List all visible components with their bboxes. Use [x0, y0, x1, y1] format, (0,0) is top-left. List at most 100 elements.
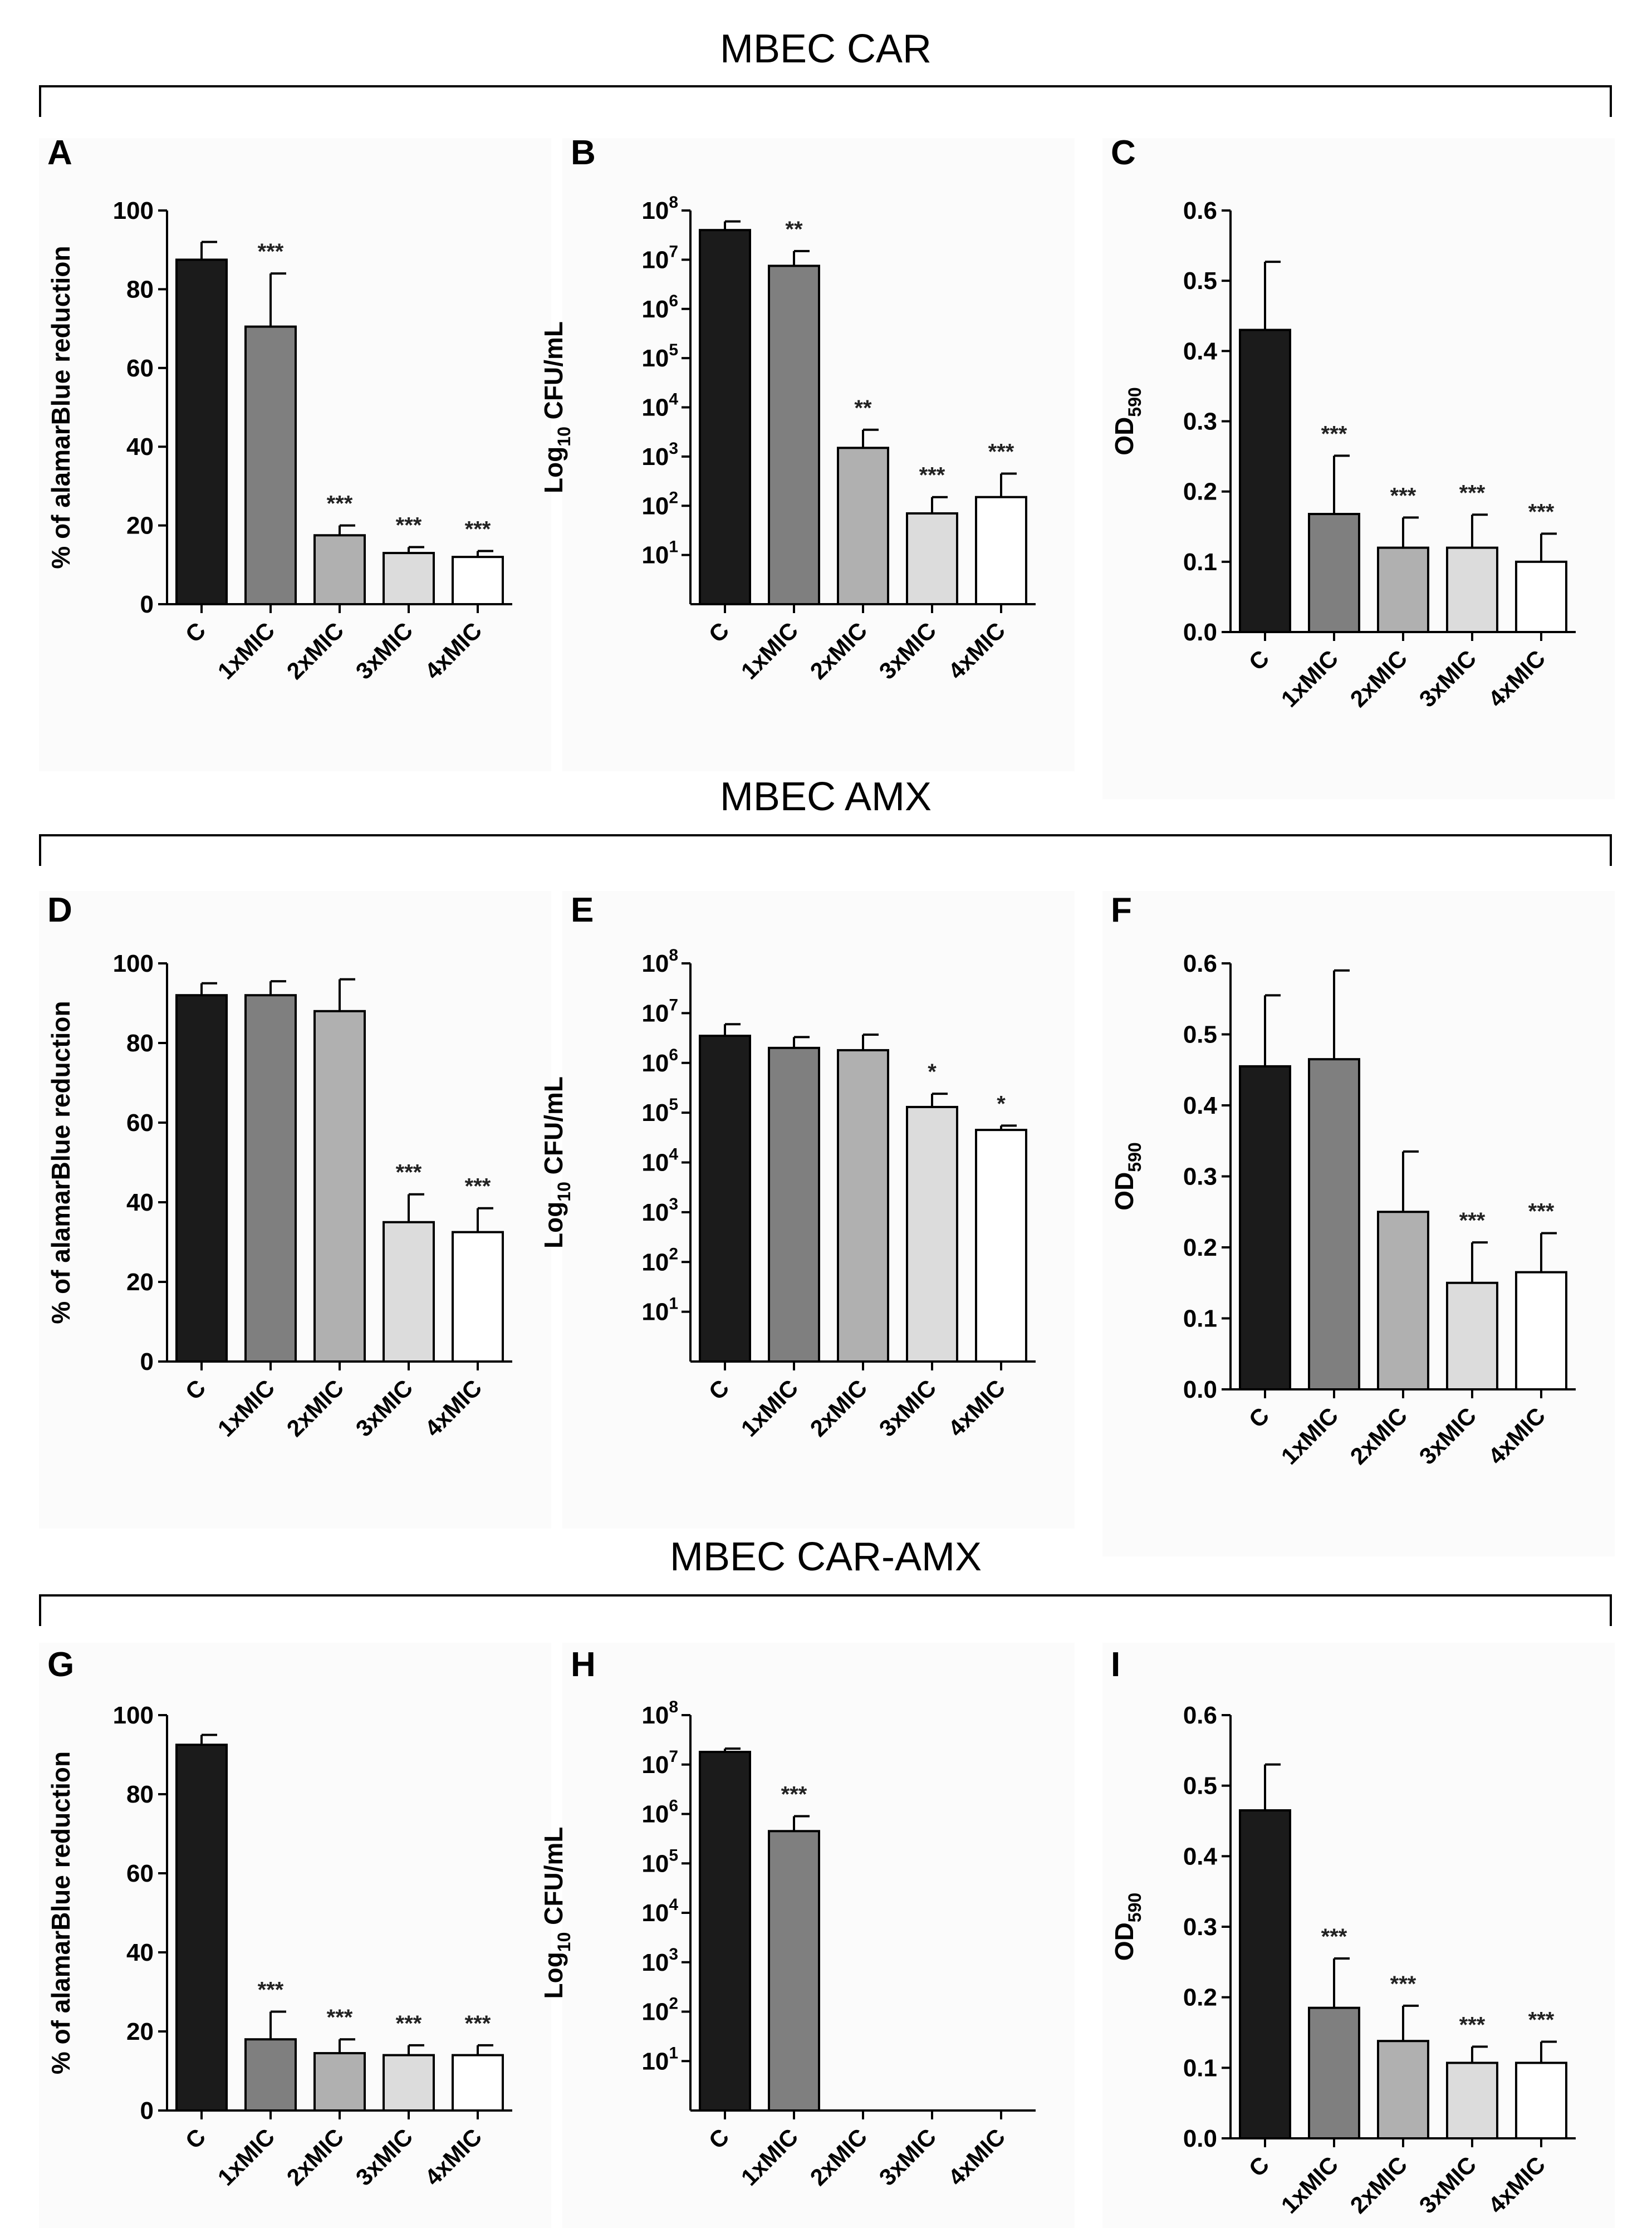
bar-3xMIC: [906, 512, 958, 605]
bar-C: [699, 229, 751, 605]
y-tick-label: 0.3: [1183, 408, 1217, 435]
y-tick-label: 0.3: [1183, 1913, 1217, 1941]
significance-marker: ***: [465, 1174, 491, 1199]
y-tick-label: 0.5: [1183, 1772, 1217, 1800]
bar-C: [175, 258, 228, 605]
bar-1xMIC: [244, 994, 297, 1363]
y-tick-exponent: 7: [669, 242, 678, 261]
y-tick-label: 0.2: [1183, 1234, 1217, 1261]
significance-marker: ***: [1528, 2007, 1555, 2032]
significance-marker: ***: [465, 2011, 491, 2036]
y-tick-base: 10: [641, 345, 669, 372]
panel-background: [1102, 138, 1615, 799]
y-tick-base: 10: [641, 1801, 669, 1828]
significance-marker: *: [928, 1060, 937, 1084]
y-axis-label-main: Log: [539, 1952, 568, 1999]
bar-2xMIC: [313, 534, 366, 606]
bar-3xMIC: [906, 1105, 958, 1363]
bar-4xMIC: [975, 496, 1027, 605]
y-tick-label: 20: [126, 1269, 154, 1296]
bar-3xMIC: [1446, 2061, 1498, 2139]
y-axis-label-main: OD: [1110, 1922, 1139, 1961]
y-tick-label: 0.3: [1183, 1163, 1217, 1191]
y-tick-label: 102: [641, 1995, 678, 2026]
bar-C: [699, 1751, 751, 2112]
section-title-1: MBEC CAR: [720, 27, 932, 71]
y-tick-exponent: 2: [669, 488, 678, 507]
y-tick-label: 105: [641, 341, 678, 372]
y-tick-label: 100: [113, 950, 154, 977]
significance-marker: ***: [396, 1160, 422, 1185]
bar-2xMIC: [1377, 2040, 1429, 2139]
y-axis-label-subscript: 590: [1125, 1142, 1145, 1172]
y-tick-label: 108: [641, 193, 678, 224]
y-tick-label: 0.4: [1183, 1843, 1218, 1870]
y-tick-exponent: 2: [669, 1245, 678, 1263]
y-axis-label-unit: CFU/mL: [539, 1827, 568, 1932]
y-tick-exponent: 7: [669, 1747, 678, 1766]
y-tick-base: 10: [641, 443, 669, 471]
significance-marker: ***: [327, 492, 353, 516]
y-tick-label: 100: [113, 197, 154, 224]
bar-4xMIC: [1515, 560, 1567, 633]
bar-3xMIC: [383, 552, 435, 606]
y-axis-label-unit: CFU/mL: [539, 1076, 568, 1182]
y-tick-base: 10: [641, 1000, 669, 1027]
bar-C: [699, 1035, 751, 1363]
section-bracket-2: [39, 834, 1612, 866]
panel-I: I0.00.10.20.30.40.50.6OD590C***1xMIC***2…: [1102, 1643, 1615, 2228]
y-axis-label-subscript: 10: [554, 1932, 574, 1952]
bar-1xMIC: [768, 265, 820, 606]
significance-marker: **: [785, 217, 803, 242]
y-axis-label: OD590: [1110, 1893, 1145, 1961]
significance-marker: ***: [781, 1783, 807, 1807]
bar-4xMIC: [452, 556, 504, 605]
bar-2xMIC: [313, 2052, 366, 2112]
y-tick-base: 10: [641, 1949, 669, 1976]
significance-marker: ***: [988, 440, 1014, 464]
y-tick-label: 104: [641, 1145, 678, 1177]
y-tick-exponent: 8: [669, 946, 678, 964]
bar-2xMIC: [1377, 546, 1429, 633]
significance-marker: ***: [258, 239, 284, 264]
y-tick-exponent: 2: [669, 1995, 678, 2013]
section-bracket-3: [39, 1594, 1612, 1626]
y-tick-label: 102: [641, 488, 678, 520]
y-axis-label: Log10 CFU/mL: [539, 1076, 574, 1248]
y-tick-label: 20: [126, 2018, 154, 2045]
y-axis-label: % of alamarBlue reduction: [46, 1751, 75, 2074]
y-tick-label: 0.0: [1183, 1376, 1217, 1403]
y-tick-exponent: 1: [669, 2044, 678, 2062]
y-tick-label: 0.5: [1183, 267, 1217, 295]
y-tick-base: 10: [641, 1850, 669, 1877]
bar-4xMIC: [1515, 2061, 1567, 2139]
y-axis-label: Log10 CFU/mL: [539, 1827, 574, 1999]
bar-1xMIC: [1308, 2006, 1360, 2140]
significance-marker: ***: [1528, 500, 1555, 524]
y-tick-exponent: 4: [669, 390, 678, 409]
bar-1xMIC: [244, 2038, 297, 2112]
y-tick-base: 10: [641, 1751, 669, 1779]
y-tick-label: 104: [641, 1896, 678, 1927]
y-tick-label: 107: [641, 1747, 678, 1779]
section-title-3: MBEC CAR-AMX: [670, 1535, 982, 1579]
section-bracket-1: [39, 85, 1612, 117]
y-axis-label-unit: CFU/mL: [539, 321, 568, 427]
y-axis-label-subscript: 590: [1125, 1893, 1145, 1922]
panel-C: C0.00.10.20.30.40.50.6OD590C***1xMIC***2…: [1102, 134, 1615, 799]
y-tick-label: 105: [641, 1846, 678, 1877]
y-tick-label: 108: [641, 1698, 678, 1729]
bar-1xMIC: [768, 1046, 820, 1363]
y-tick-exponent: 4: [669, 1896, 678, 1914]
y-tick-label: 101: [641, 538, 678, 569]
y-tick-label: 60: [126, 1109, 154, 1137]
y-axis-label: OD590: [1110, 387, 1145, 455]
y-tick-label: 101: [641, 1295, 678, 1326]
bar-C: [1239, 1065, 1291, 1390]
bar-3xMIC: [383, 2054, 435, 2112]
y-tick-label: 40: [126, 1939, 154, 1966]
